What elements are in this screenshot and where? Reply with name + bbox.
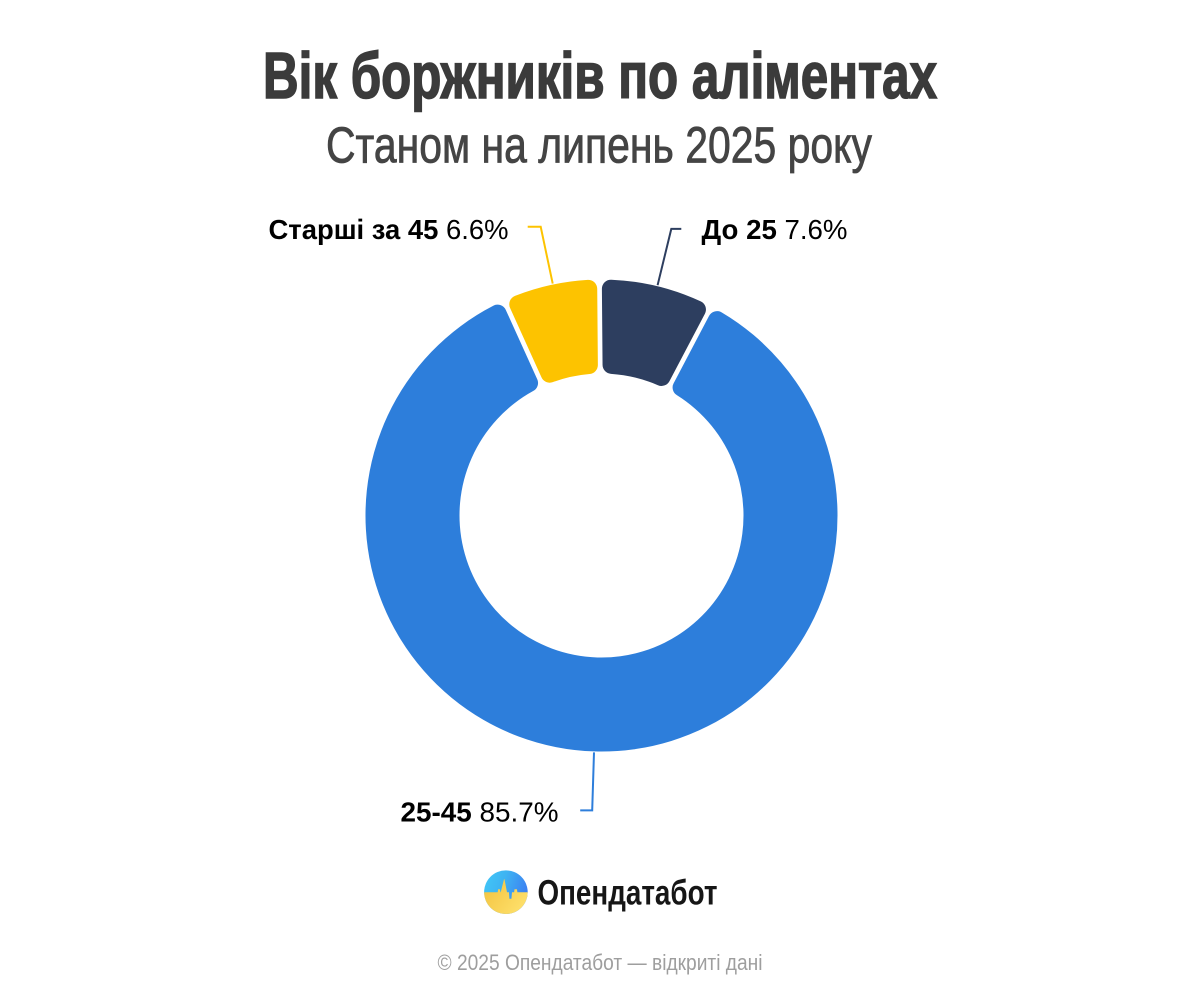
svg-text:Станом на липень 2025 року: Станом на липень 2025 року (326, 117, 872, 174)
svg-text:25-45 85.7%: 25-45 85.7% (401, 797, 559, 828)
svg-text:До 25 7.6%: До 25 7.6% (702, 214, 848, 245)
svg-text:Опендатабот: Опендатабот (538, 874, 718, 913)
svg-text:Вік боржників по аліментах: Вік боржників по аліментах (263, 39, 937, 112)
svg-text:Старші за 45 6.6%: Старші за 45 6.6% (269, 214, 509, 245)
svg-text:© 2025 Опендатабот — відкриті: © 2025 Опендатабот — відкриті дані (438, 950, 763, 975)
